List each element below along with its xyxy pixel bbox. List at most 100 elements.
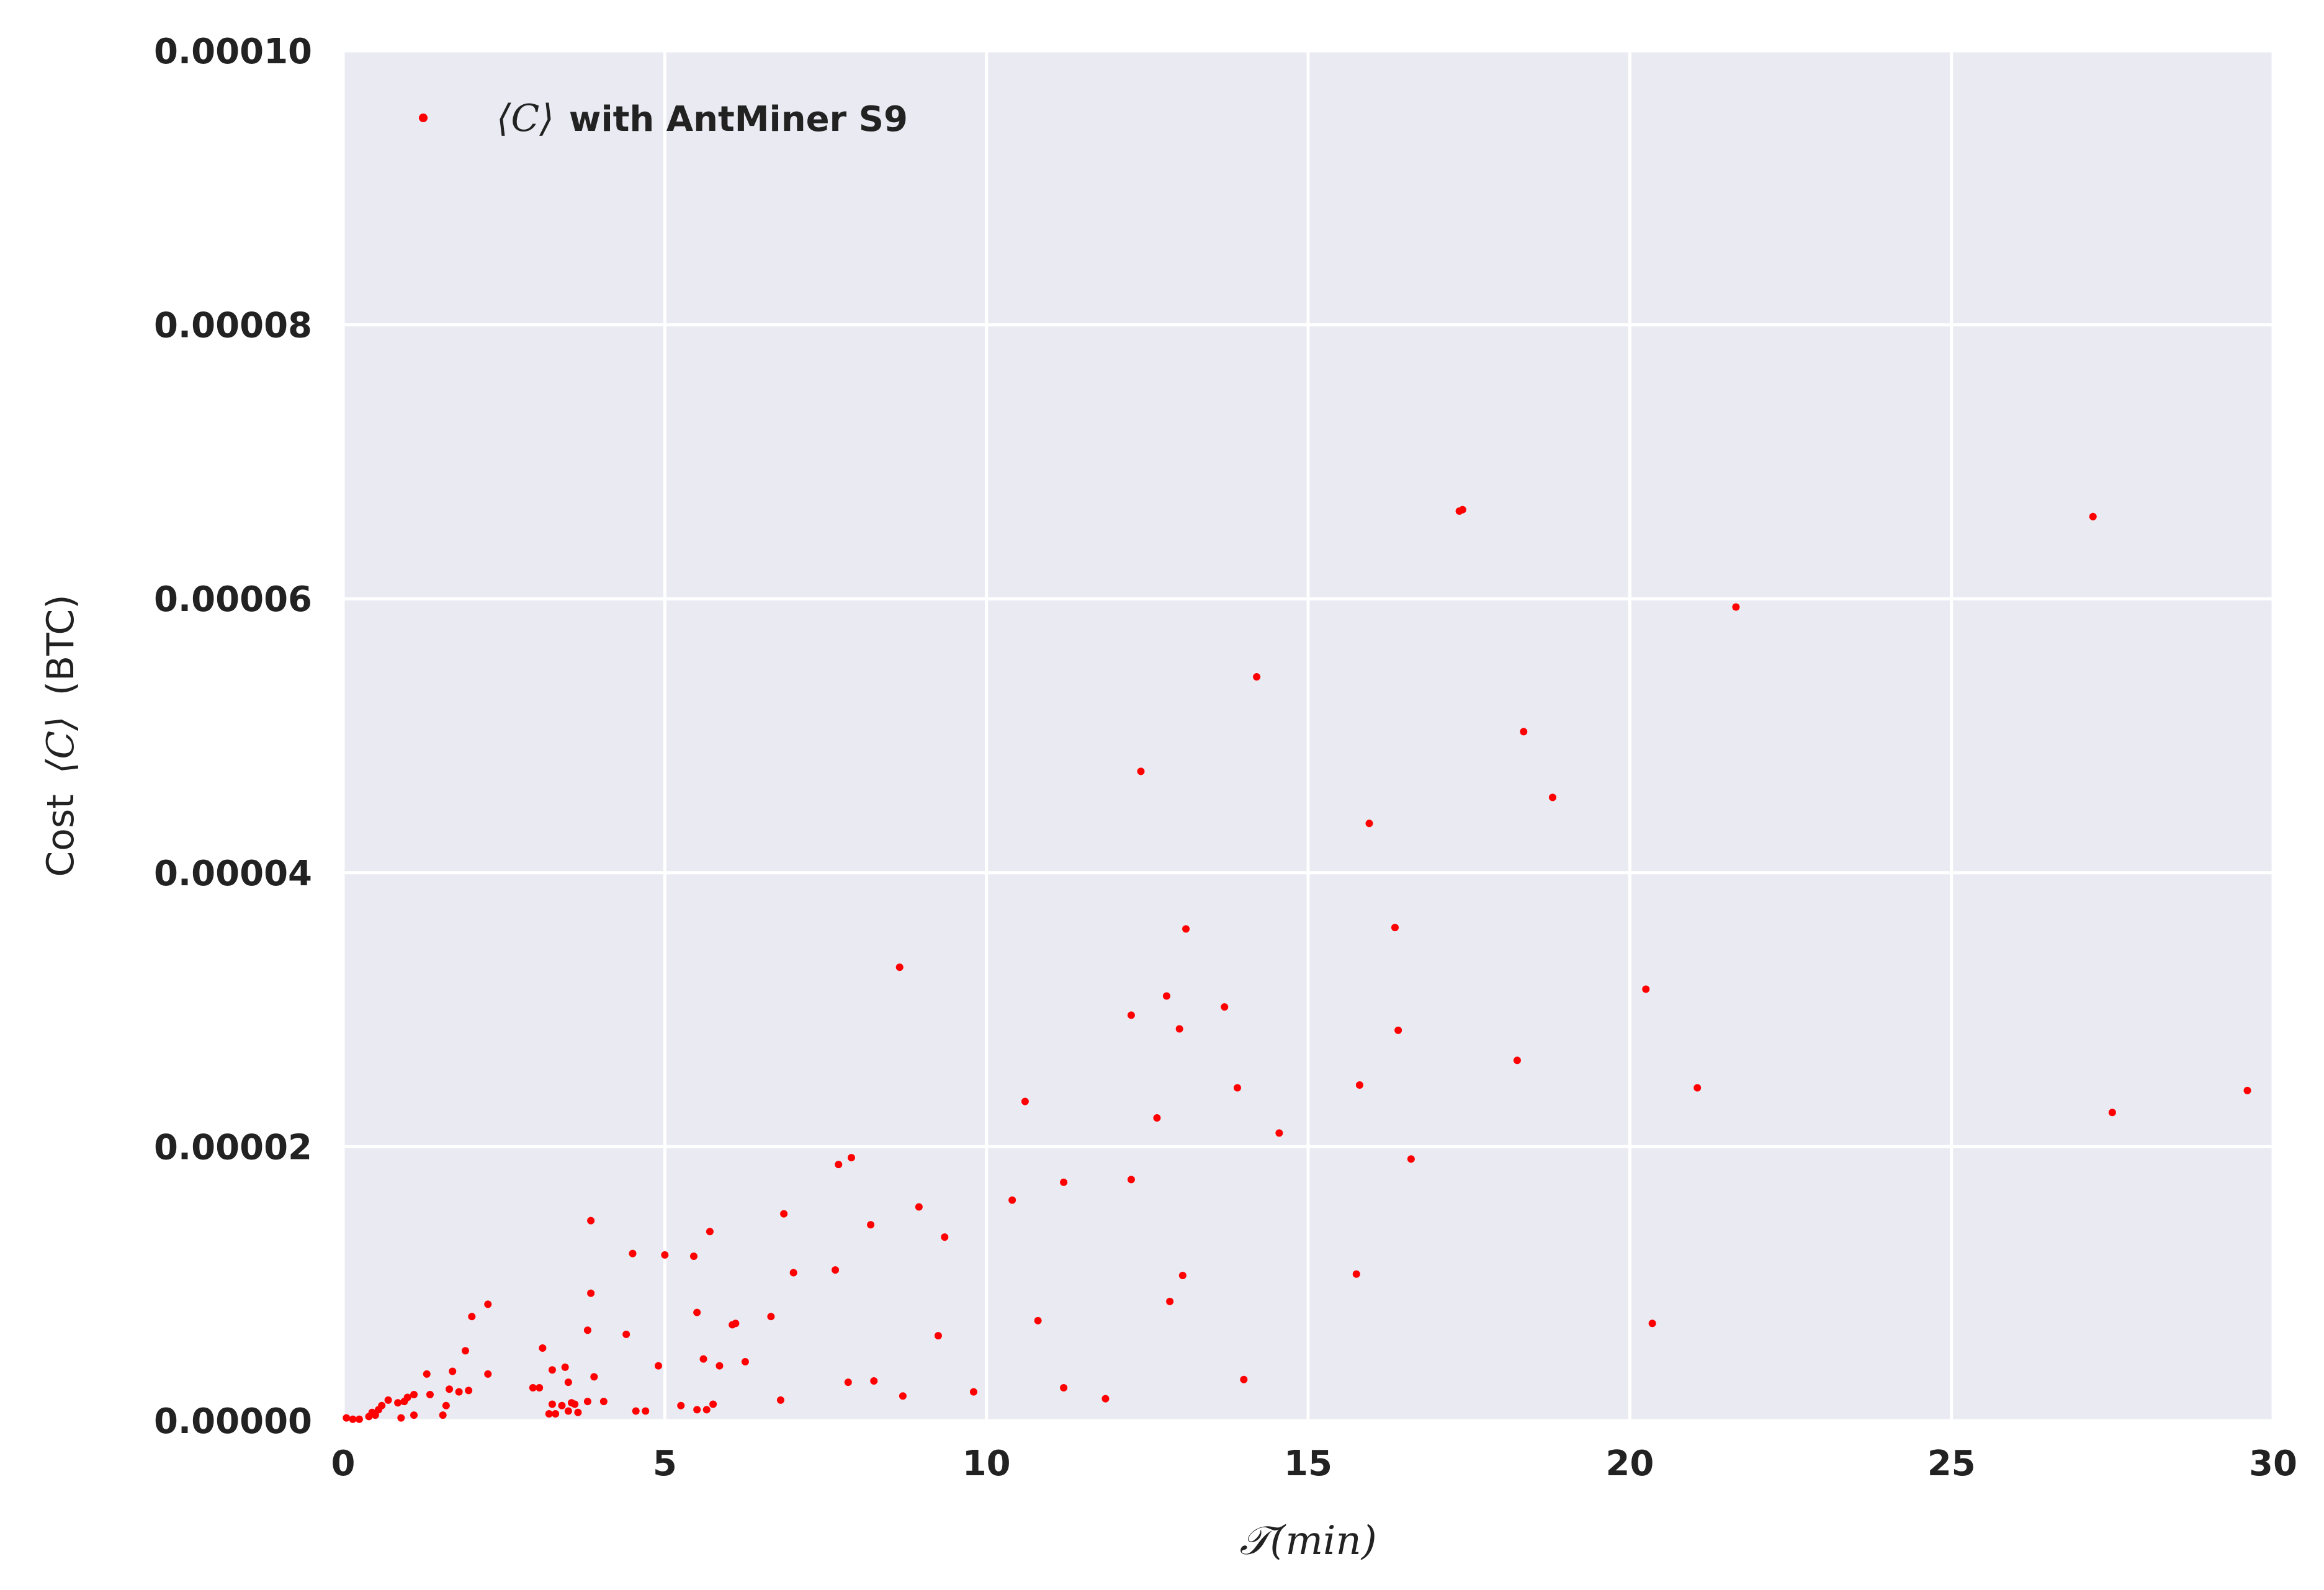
data-point: [397, 1414, 405, 1422]
data-point: [449, 1367, 457, 1375]
data-point: [465, 1387, 473, 1395]
legend-math-label: ⟨C⟩: [496, 97, 554, 140]
data-point: [709, 1400, 717, 1408]
data-point: [439, 1411, 447, 1419]
x-tick-label: 25: [1927, 1444, 1976, 1484]
data-point: [1137, 767, 1145, 775]
data-point: [571, 1400, 579, 1408]
y-tick-labels: 0.00000 0.00002 0.00004 0.00006 0.00008 0.000…: [154, 32, 312, 1442]
data-point: [789, 1269, 797, 1277]
data-point: [484, 1300, 492, 1308]
y-tick-label: 0.00008: [154, 306, 312, 346]
data-point: [446, 1385, 454, 1393]
data-point: [1458, 506, 1466, 514]
data-point: [832, 1266, 840, 1274]
data-point: [1162, 992, 1170, 1000]
data-point: [574, 1408, 582, 1416]
y-tick-label: 0.00004: [154, 854, 312, 894]
data-point: [689, 1253, 698, 1261]
y-tick-label: 0.00002: [154, 1127, 312, 1168]
data-point: [699, 1355, 707, 1363]
x-tick-label: 10: [962, 1444, 1011, 1484]
data-point: [1240, 1375, 1248, 1383]
data-point: [1513, 1056, 1521, 1065]
data-point: [899, 1392, 907, 1400]
data-point: [1166, 1297, 1174, 1305]
data-point: [2243, 1086, 2251, 1094]
data-point: [548, 1366, 556, 1374]
data-point: [642, 1407, 650, 1415]
data-point: [403, 1393, 411, 1401]
data-point: [599, 1398, 608, 1406]
data-point: [1175, 1025, 1183, 1033]
data-point: [349, 1415, 357, 1423]
y-tick-label: 0.00010: [154, 32, 312, 72]
data-point: [558, 1401, 566, 1409]
legend-text-label: with AntMiner S9: [569, 99, 908, 140]
data-point: [529, 1384, 537, 1392]
y-tick-label: 0.00006: [154, 579, 312, 620]
data-point: [545, 1409, 553, 1418]
data-point: [1352, 1270, 1360, 1278]
data-point: [780, 1210, 788, 1218]
data-point: [732, 1320, 740, 1328]
data-point: [629, 1249, 637, 1257]
data-point: [1732, 603, 1740, 611]
data-point: [384, 1396, 392, 1404]
data-point: [564, 1407, 572, 1415]
grid-lines: [341, 49, 2275, 1423]
y-tick-label: 0.00000: [154, 1401, 312, 1442]
data-point: [461, 1347, 469, 1355]
data-point: [844, 1378, 852, 1387]
data-point: [583, 1398, 591, 1406]
data-point: [870, 1377, 878, 1385]
data-point: [654, 1362, 662, 1370]
data-point: [941, 1233, 949, 1241]
data-point: [622, 1330, 630, 1338]
data-point: [410, 1411, 418, 1419]
data-point: [410, 1391, 418, 1399]
data-point: [1233, 1084, 1241, 1092]
data-point: [539, 1344, 547, 1352]
data-point: [1101, 1395, 1110, 1403]
data-point: [716, 1362, 724, 1370]
data-point: [1178, 1271, 1187, 1279]
data-point: [661, 1251, 669, 1259]
data-point: [484, 1370, 492, 1378]
data-point: [343, 1414, 351, 1422]
data-point: [2089, 512, 2097, 520]
data-point: [1407, 1155, 1415, 1163]
data-point: [394, 1399, 402, 1407]
data-point: [677, 1401, 685, 1409]
data-point: [895, 963, 904, 971]
data-point: [371, 1411, 379, 1419]
data-point: [693, 1308, 701, 1316]
x-tick-label: 30: [2249, 1444, 2297, 1484]
data-point: [867, 1221, 875, 1229]
x-tick-label: 15: [1284, 1444, 1332, 1484]
data-point: [1060, 1384, 1068, 1392]
data-point: [1153, 1114, 1161, 1122]
data-points: [343, 506, 2251, 1423]
data-point: [835, 1161, 843, 1169]
data-point: [378, 1401, 386, 1409]
legend-marker: [419, 114, 428, 122]
data-point: [1060, 1178, 1068, 1186]
data-point: [1127, 1011, 1135, 1019]
data-point: [423, 1370, 431, 1378]
data-point: [536, 1384, 544, 1392]
data-point: [1520, 728, 1528, 736]
data-point: [561, 1363, 569, 1371]
data-point: [1355, 1081, 1363, 1089]
data-point: [1694, 1084, 1702, 1092]
data-point: [548, 1400, 556, 1408]
data-point: [767, 1313, 775, 1321]
legend-label: ⟨C⟩ with AntMiner S9: [496, 97, 908, 140]
data-point: [1182, 925, 1190, 933]
data-point: [1034, 1316, 1042, 1324]
legend: ⟨C⟩ with AntMiner S9: [419, 97, 908, 140]
data-point: [1365, 820, 1373, 828]
data-point: [468, 1313, 476, 1321]
x-tick-label: 5: [653, 1444, 677, 1484]
data-point: [706, 1228, 714, 1236]
